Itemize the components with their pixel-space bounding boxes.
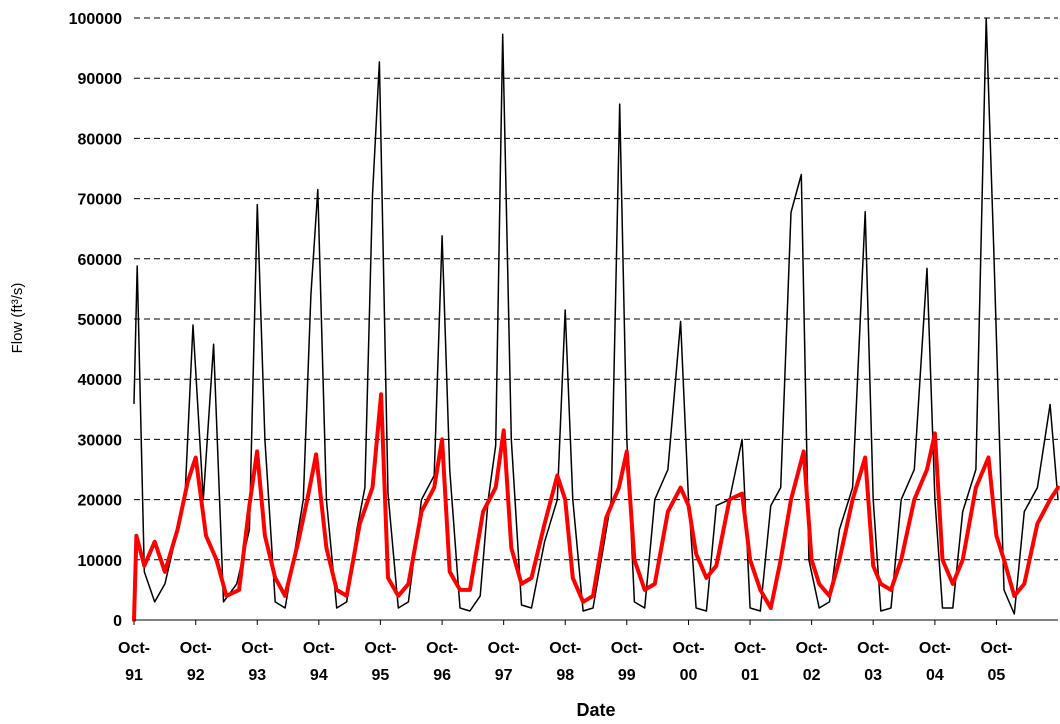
x-tick-label: Oct-04	[919, 640, 951, 684]
y-tick-label: 60000	[78, 252, 123, 269]
x-axis-title: Date	[576, 700, 615, 720]
y-tick-label: 20000	[78, 493, 123, 510]
series-group	[132, 17, 1060, 622]
y-tick-label: 100000	[69, 11, 122, 28]
x-tick-label: Oct-95	[364, 640, 396, 684]
y-tick-label: 80000	[78, 131, 123, 148]
x-tick-label: Oct-05	[980, 640, 1012, 684]
x-tick-label: Oct-92	[180, 640, 212, 684]
y-tick-label: 0	[113, 613, 122, 630]
series-line-smoothed-flow	[132, 392, 1060, 622]
x-tick-label: Oct-03	[857, 640, 889, 684]
y-axis-ticks: 0 10000 20000 30000 40000 50000 60000 70000 8000…	[69, 11, 122, 630]
y-tick-label: 40000	[78, 372, 123, 389]
x-tick-label: Oct-97	[488, 640, 520, 684]
grid-lines	[134, 17, 1058, 561]
x-tick-label: Oct-94	[303, 640, 335, 684]
x-tick-label: Oct-96	[426, 640, 458, 684]
y-tick-label: 50000	[78, 312, 123, 329]
y-tick-label: 30000	[78, 432, 123, 449]
x-tick-label: Oct-01	[734, 640, 766, 684]
y-tick-label: 90000	[78, 71, 123, 88]
x-tick-label: Oct-93	[241, 640, 273, 684]
x-tick-label: Oct-98	[549, 640, 581, 684]
y-tick-label: 70000	[78, 192, 123, 209]
y-axis-title: Flow (ft³/s)	[9, 283, 26, 354]
x-tick-label: Oct-00	[673, 640, 705, 684]
x-tick-label: Oct-99	[611, 640, 643, 684]
x-axis-ticks: Oct-91 Oct-92 Oct-93 Oct-94 Oct-95 Oct-96 Oct-…	[118, 620, 1012, 684]
x-tick-label: Oct-02	[796, 640, 828, 684]
series-line-daily-flow	[133, 17, 1059, 615]
x-tick-label: Oct-91	[118, 640, 150, 684]
y-tick-label: 10000	[78, 553, 123, 570]
